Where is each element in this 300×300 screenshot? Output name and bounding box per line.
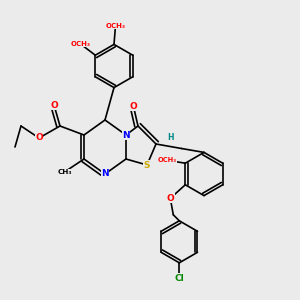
Text: OCH₃: OCH₃: [157, 157, 176, 163]
Text: N: N: [101, 169, 109, 178]
Text: H: H: [167, 133, 173, 142]
Text: OCH₃: OCH₃: [106, 23, 125, 29]
Text: CH₃: CH₃: [57, 169, 72, 175]
Text: N: N: [122, 130, 130, 140]
Text: S: S: [144, 160, 150, 169]
Text: O: O: [50, 100, 58, 109]
Text: O: O: [35, 134, 43, 142]
Text: OCH₃: OCH₃: [70, 41, 90, 47]
Text: O: O: [130, 102, 137, 111]
Text: Cl: Cl: [174, 274, 184, 283]
Text: O: O: [167, 194, 174, 203]
